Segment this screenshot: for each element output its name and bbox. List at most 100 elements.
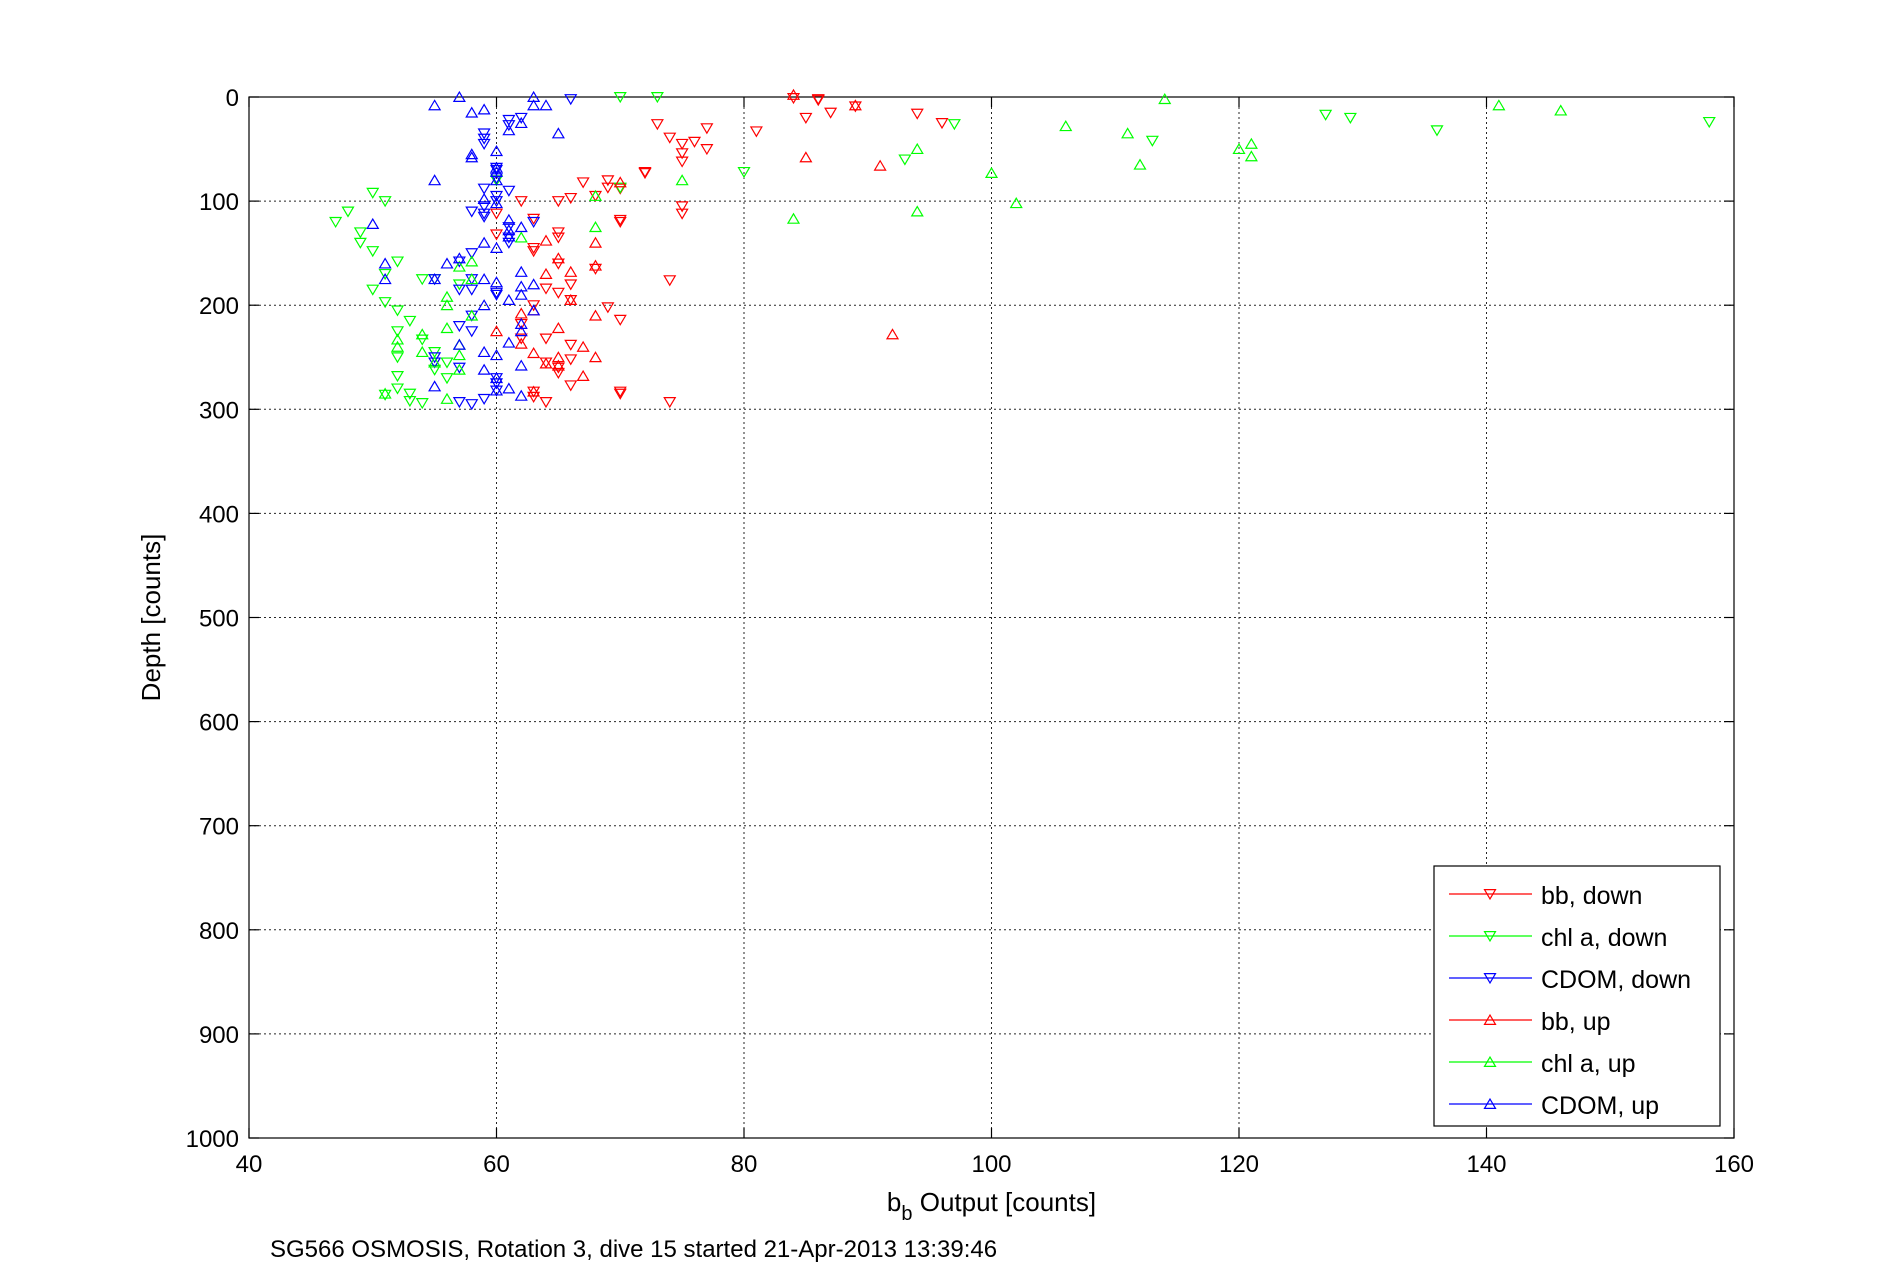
- data-point: [489, 229, 504, 241]
- data-point: [489, 289, 504, 301]
- data-point: [502, 222, 516, 234]
- legend-label: bb, down: [1541, 882, 1642, 910]
- data-point: [477, 138, 491, 150]
- data-point: [415, 345, 429, 358]
- data-point: [650, 119, 664, 131]
- data-point: [1702, 116, 1716, 129]
- data-point: [1059, 120, 1073, 132]
- data-point: [663, 275, 677, 287]
- data-point: [489, 287, 504, 299]
- data-point: [1244, 137, 1258, 149]
- data-point: [452, 256, 466, 268]
- data-point: [452, 252, 466, 264]
- data-point: [551, 252, 565, 264]
- data-point: [898, 154, 912, 166]
- data-point: [489, 349, 504, 361]
- data-point: [489, 196, 504, 208]
- data-point: [613, 314, 627, 326]
- data-point: [700, 144, 714, 156]
- data-point: [576, 369, 590, 381]
- data-point: [527, 278, 541, 290]
- data-point: [910, 205, 924, 217]
- data-point: [799, 112, 813, 124]
- data-point: [564, 265, 578, 277]
- data-point: [452, 363, 466, 375]
- data-points: [329, 88, 1716, 411]
- legend-label: chl a, up: [1541, 1050, 1636, 1078]
- data-point: [502, 293, 516, 305]
- data-point: [378, 273, 392, 285]
- data-point: [786, 93, 801, 105]
- data-point: [440, 357, 454, 369]
- data-point: [1133, 158, 1147, 170]
- data-point: [1158, 92, 1172, 105]
- x-axis-label-subscript: b: [901, 1203, 912, 1225]
- data-point: [502, 237, 516, 249]
- data-point: [465, 248, 479, 260]
- data-point: [366, 246, 380, 258]
- data-point: [477, 103, 491, 115]
- data-point: [613, 216, 627, 229]
- data-point: [489, 325, 504, 337]
- data-point: [403, 395, 417, 408]
- data-point: [514, 317, 528, 329]
- data-point: [428, 99, 442, 111]
- data-point: [824, 107, 838, 119]
- data-point: [588, 263, 603, 275]
- data-point: [588, 351, 603, 363]
- axis-ticks: 40 60 80 100 120 140 160 0 100 200 300 400 500 600 700…: [186, 85, 1754, 1178]
- data-point: [700, 123, 714, 135]
- series-5: [366, 90, 565, 401]
- data-point: [527, 304, 541, 316]
- data-point: [428, 273, 442, 285]
- data-point: [527, 216, 541, 229]
- data-point: [1244, 150, 1258, 162]
- data-point: [663, 132, 677, 144]
- data-point: [527, 385, 541, 397]
- data-point: [403, 388, 417, 400]
- data-point: [564, 293, 578, 305]
- data-point: [613, 91, 627, 104]
- data-point: [452, 284, 466, 296]
- data-point: [564, 279, 578, 291]
- data-point: [390, 352, 405, 364]
- data-point: [440, 373, 454, 385]
- data-point: [675, 208, 689, 220]
- data-point: [465, 106, 479, 118]
- data-point: [502, 124, 516, 136]
- data-point: [588, 189, 603, 201]
- series-4: [378, 92, 1568, 404]
- data-point: [551, 127, 565, 139]
- data-point: [502, 185, 516, 197]
- data-point: [564, 354, 578, 366]
- data-point: [613, 388, 627, 400]
- data-point: [514, 116, 528, 129]
- x-tick-label: 60: [483, 1151, 510, 1178]
- data-point: [551, 321, 565, 334]
- data-point: [514, 112, 528, 124]
- y-tick-label: 1000: [186, 1126, 239, 1153]
- x-tick-label: 40: [236, 1151, 263, 1178]
- data-point: [477, 345, 491, 358]
- data-point: [588, 236, 603, 248]
- data-point: [848, 101, 862, 113]
- data-point: [465, 399, 479, 411]
- data-point: [465, 151, 479, 163]
- legend-item: bb, down: [1449, 882, 1642, 910]
- data-point: [564, 339, 578, 351]
- y-tick-label: 400: [199, 501, 239, 528]
- data-point: [527, 213, 541, 225]
- data-point: [663, 397, 677, 409]
- data-point: [885, 328, 900, 340]
- x-axis-label: bb Output [counts]: [887, 1187, 1096, 1225]
- legend-label: bb, up: [1541, 1008, 1611, 1036]
- y-tick-label: 0: [226, 85, 239, 112]
- data-point: [601, 175, 615, 187]
- data-point: [514, 325, 528, 337]
- x-axis-label-rest: Output [counts]: [913, 1187, 1097, 1217]
- data-point: [564, 380, 578, 392]
- data-point: [477, 201, 491, 213]
- data-point: [687, 136, 702, 148]
- data-point: [539, 267, 553, 279]
